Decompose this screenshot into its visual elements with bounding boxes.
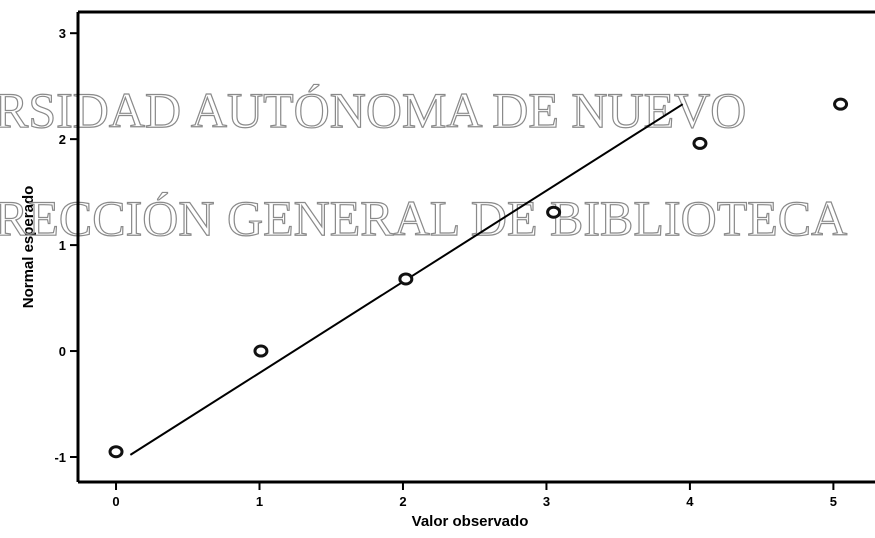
watermark: RSIDAD AUTÓNOMA DE NUEVO <box>0 82 746 138</box>
point <box>108 445 124 459</box>
y-axis-label: Normal esperado <box>20 186 37 309</box>
x-tick-label: 2 <box>399 494 406 509</box>
point <box>253 344 269 358</box>
point <box>692 136 708 150</box>
x-tick-label: 4 <box>686 494 694 509</box>
x-tick-label: 5 <box>830 494 837 509</box>
x-tick-label: 0 <box>112 494 119 509</box>
y-tick-label: 3 <box>59 26 66 41</box>
x-tick-label: 3 <box>543 494 550 509</box>
point <box>546 205 562 219</box>
y-tick-label: 0 <box>59 344 66 359</box>
x-axis-label: Valor observado <box>412 513 529 530</box>
y-tick-label: -1 <box>54 450 66 465</box>
watermark: RECCIÓN GENERAL DE BIBLIOTECA <box>0 190 847 246</box>
x-tick-label: 1 <box>256 494 263 509</box>
y-tick-label: 1 <box>59 238 66 253</box>
point <box>398 272 414 286</box>
point <box>833 97 849 111</box>
y-tick-label: 2 <box>59 132 66 147</box>
